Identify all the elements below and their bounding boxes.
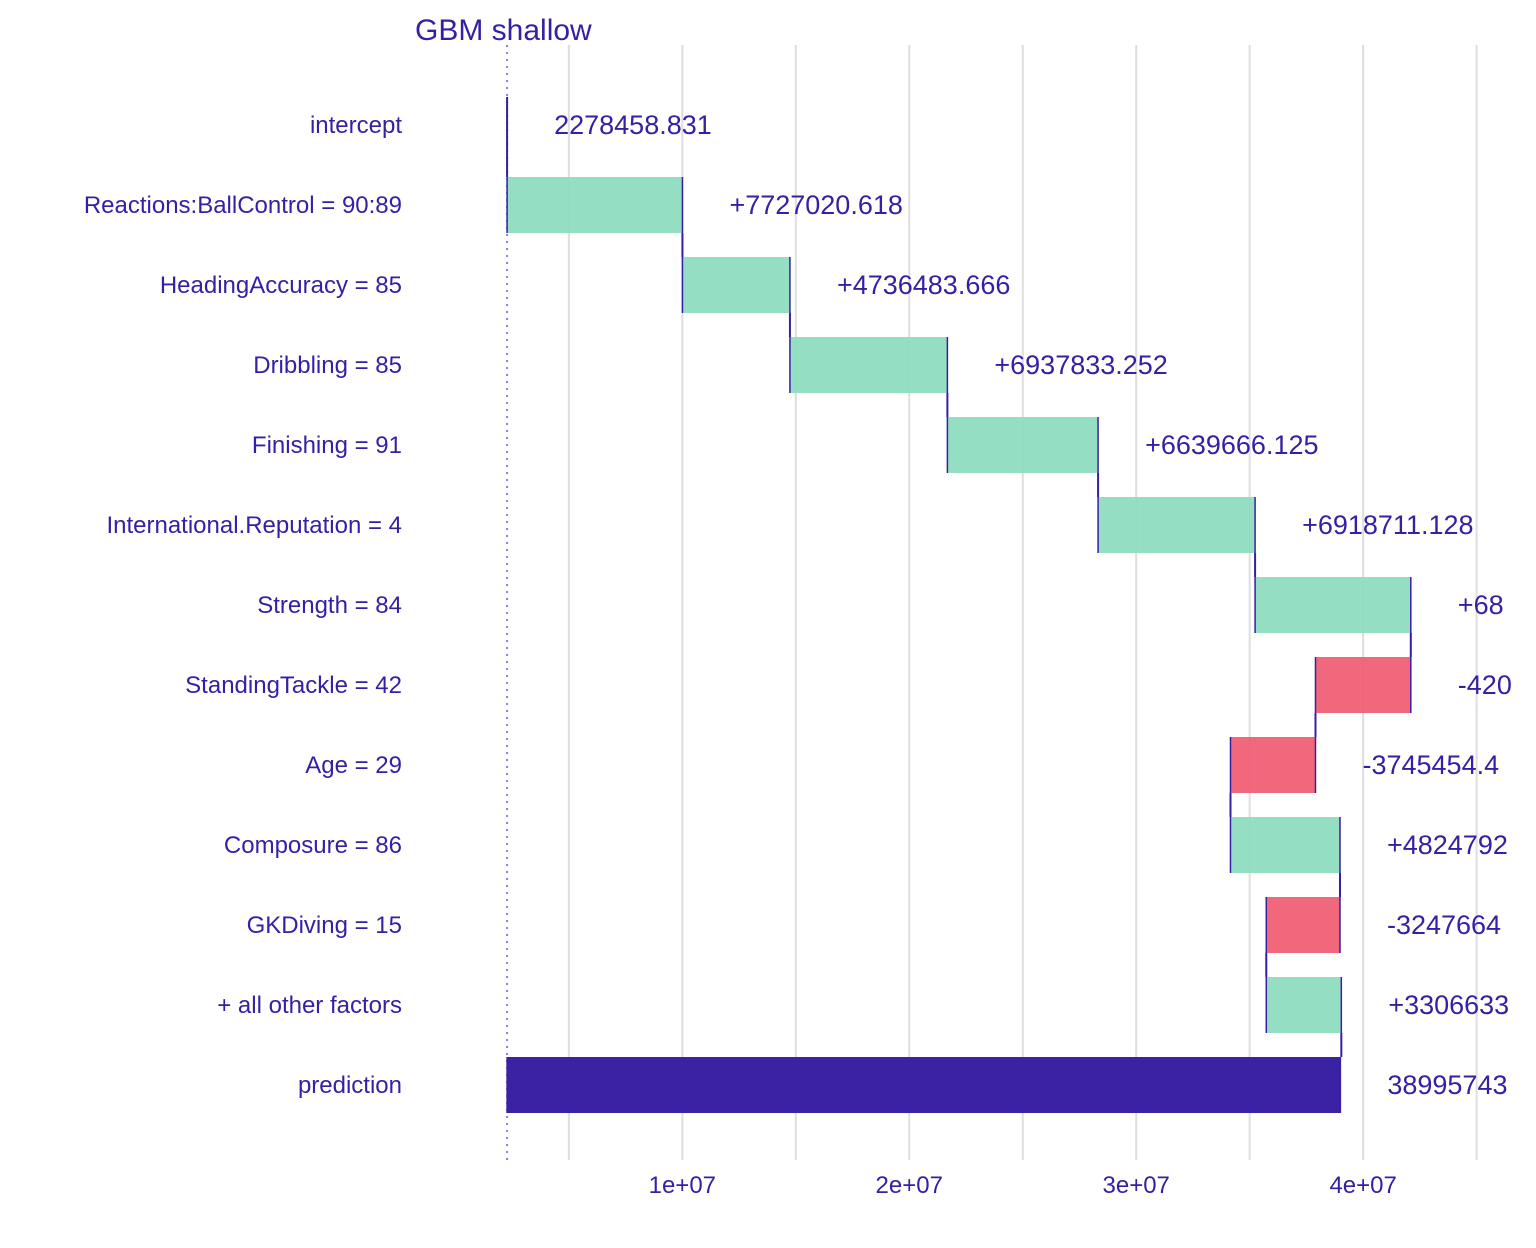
bar-negative bbox=[1266, 897, 1340, 953]
value-label: 2278458.831 bbox=[554, 110, 712, 140]
bar-negative bbox=[1315, 657, 1411, 713]
row-label: Reactions:BallControl = 90:89 bbox=[84, 192, 402, 219]
value-label: +7727020.618 bbox=[729, 190, 902, 220]
value-label: +6639666.125 bbox=[1145, 430, 1318, 460]
row-label: International.Reputation = 4 bbox=[106, 512, 402, 539]
bar-positive bbox=[507, 177, 683, 233]
value-label: -3745454.4 bbox=[1362, 750, 1499, 780]
value-label: +4736483.666 bbox=[837, 270, 1010, 300]
value-label: +6937833.252 bbox=[994, 350, 1167, 380]
x-tick-label: 1e+07 bbox=[649, 1172, 716, 1199]
x-tick-label: 2e+07 bbox=[876, 1172, 943, 1199]
value-label: +6918711.128 bbox=[1302, 510, 1473, 540]
bar-positive bbox=[682, 257, 790, 313]
row-label: + all other factors bbox=[217, 992, 402, 1019]
bar-positive bbox=[1098, 497, 1256, 553]
row-label: intercept bbox=[310, 112, 402, 139]
chart-title: GBM shallow bbox=[415, 14, 592, 47]
x-tick-label: 3e+07 bbox=[1103, 1172, 1170, 1199]
bar-prediction bbox=[507, 1057, 1341, 1113]
value-label: +3306633 bbox=[1388, 990, 1509, 1020]
x-axis-ticks: 1e+07 2e+07 3e+07 4e+07 bbox=[649, 1172, 1397, 1199]
value-label: +4824792 bbox=[1387, 830, 1508, 860]
bar-positive bbox=[1266, 977, 1342, 1033]
value-label: +68 bbox=[1458, 590, 1504, 620]
value-label: -420 bbox=[1458, 670, 1512, 700]
row-label: Composure = 86 bbox=[224, 832, 402, 859]
value-labels: 2278458.831 +7727020.618 +4736483.666 +6937… bbox=[554, 110, 1512, 1100]
value-label: -3247664 bbox=[1387, 910, 1501, 940]
bar-positive bbox=[1255, 577, 1411, 633]
bar-positive bbox=[789, 337, 948, 393]
value-label: 38995743 bbox=[1387, 1070, 1507, 1100]
bar-negative bbox=[1230, 737, 1316, 793]
bars bbox=[506, 97, 1412, 1113]
row-label: prediction bbox=[298, 1072, 402, 1099]
row-label: Age = 29 bbox=[305, 752, 402, 779]
bar-positive bbox=[1230, 817, 1340, 873]
row-label: GKDiving = 15 bbox=[247, 912, 402, 939]
x-tick-label: 4e+07 bbox=[1329, 1172, 1396, 1199]
row-label: Strength = 84 bbox=[257, 592, 402, 619]
row-label: HeadingAccuracy = 85 bbox=[160, 272, 402, 299]
row-label: StandingTackle = 42 bbox=[185, 672, 402, 699]
bar-positive bbox=[947, 417, 1099, 473]
row-label: Finishing = 91 bbox=[252, 432, 402, 459]
row-labels: intercept Reactions:BallControl = 90:89 He… bbox=[84, 112, 403, 1099]
row-label: Dribbling = 85 bbox=[253, 352, 402, 379]
